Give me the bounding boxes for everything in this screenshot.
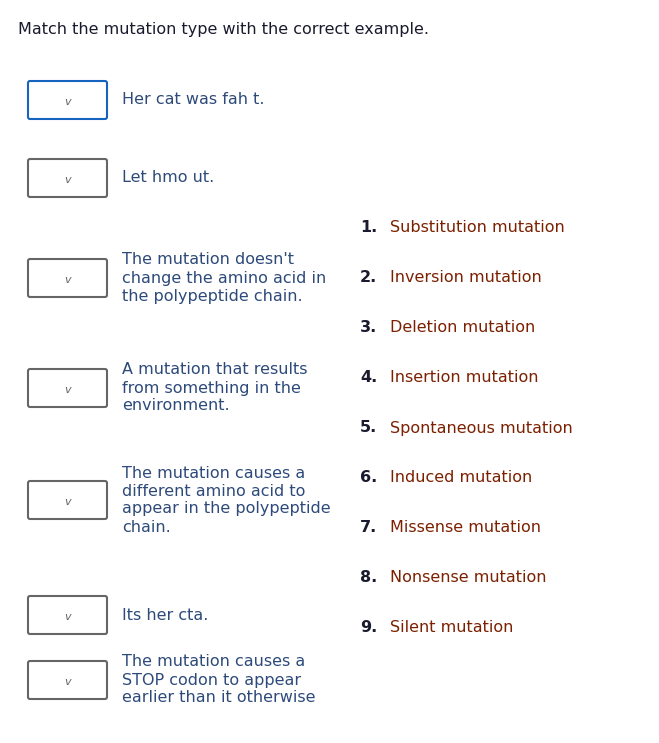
FancyBboxPatch shape	[28, 369, 107, 407]
Text: Its her cta.: Its her cta.	[122, 608, 208, 623]
Text: v: v	[64, 612, 71, 622]
Text: v: v	[64, 385, 71, 395]
FancyBboxPatch shape	[28, 81, 107, 119]
Text: 7.: 7.	[360, 521, 377, 536]
Text: change the amino acid in: change the amino acid in	[122, 270, 326, 285]
FancyBboxPatch shape	[28, 481, 107, 519]
Text: 6.: 6.	[360, 470, 377, 485]
Text: Inversion mutation: Inversion mutation	[390, 270, 542, 285]
Text: v: v	[64, 497, 71, 507]
Text: v: v	[64, 175, 71, 185]
Text: Let hmo ut.: Let hmo ut.	[122, 170, 214, 186]
Text: Silent mutation: Silent mutation	[390, 620, 513, 635]
Text: different amino acid to: different amino acid to	[122, 484, 305, 499]
Text: environment.: environment.	[122, 398, 229, 414]
Text: 5.: 5.	[360, 421, 377, 435]
Text: appear in the polypeptide: appear in the polypeptide	[122, 502, 331, 516]
Text: earlier than it otherwise: earlier than it otherwise	[122, 690, 316, 706]
Text: The mutation causes a: The mutation causes a	[122, 655, 305, 669]
Text: v: v	[64, 677, 71, 687]
Text: 9.: 9.	[360, 620, 377, 635]
FancyBboxPatch shape	[28, 661, 107, 699]
Text: Match the mutation type with the correct example.: Match the mutation type with the correct…	[18, 22, 429, 37]
Text: Her cat was fah t.: Her cat was fah t.	[122, 92, 264, 108]
Text: from something in the: from something in the	[122, 380, 301, 395]
Text: 1.: 1.	[360, 221, 377, 236]
Text: Insertion mutation: Insertion mutation	[390, 371, 538, 386]
FancyBboxPatch shape	[28, 259, 107, 297]
Text: 4.: 4.	[360, 371, 377, 386]
Text: Spontaneous mutation: Spontaneous mutation	[390, 421, 573, 435]
Text: Deletion mutation: Deletion mutation	[390, 320, 535, 336]
FancyBboxPatch shape	[28, 159, 107, 197]
Text: The mutation causes a: The mutation causes a	[122, 466, 305, 481]
Text: 8.: 8.	[360, 571, 377, 585]
Text: the polypeptide chain.: the polypeptide chain.	[122, 288, 302, 303]
Text: STOP codon to appear: STOP codon to appear	[122, 672, 301, 687]
Text: A mutation that results: A mutation that results	[122, 363, 308, 377]
Text: v: v	[64, 275, 71, 285]
Text: Substitution mutation: Substitution mutation	[390, 221, 565, 236]
FancyBboxPatch shape	[28, 596, 107, 634]
Text: 3.: 3.	[360, 320, 377, 336]
Text: chain.: chain.	[122, 519, 171, 534]
Text: Nonsense mutation: Nonsense mutation	[390, 571, 546, 585]
Text: 2.: 2.	[360, 270, 377, 285]
Text: Induced mutation: Induced mutation	[390, 470, 532, 485]
Text: The mutation doesn't: The mutation doesn't	[122, 253, 294, 267]
Text: v: v	[64, 97, 71, 107]
Text: Missense mutation: Missense mutation	[390, 521, 541, 536]
